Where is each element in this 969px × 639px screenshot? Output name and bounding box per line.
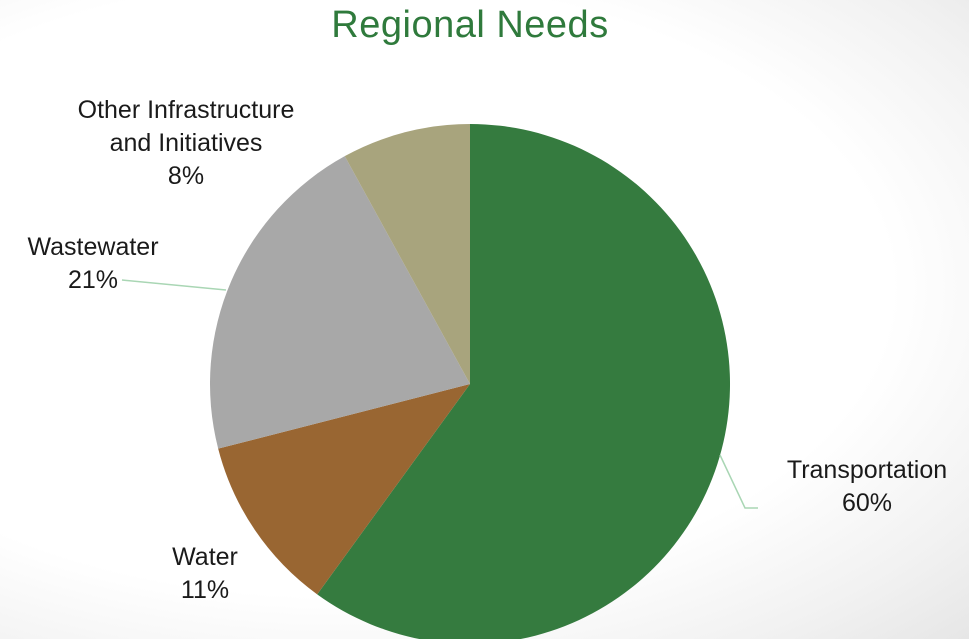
pie-slice-transportation bbox=[317, 124, 730, 639]
pie-slice-water bbox=[218, 384, 470, 595]
slice-label-wastewater: Wastewater 21% bbox=[27, 233, 159, 294]
chart-title: Regional Needs bbox=[331, 4, 609, 46]
slice-label-water: Water 11% bbox=[172, 543, 238, 604]
pie-slice-other-infrastructure bbox=[344, 123, 470, 384]
slice-label-other-infrastructure: Other Infrastructure and Initiatives 8% bbox=[77, 96, 295, 190]
slice-label-transportation: Transportation 60% bbox=[786, 456, 948, 517]
pie-slice-wastewater bbox=[210, 156, 470, 449]
leader-line-transportation bbox=[719, 454, 758, 509]
leader-line-wastewater bbox=[121, 279, 227, 291]
